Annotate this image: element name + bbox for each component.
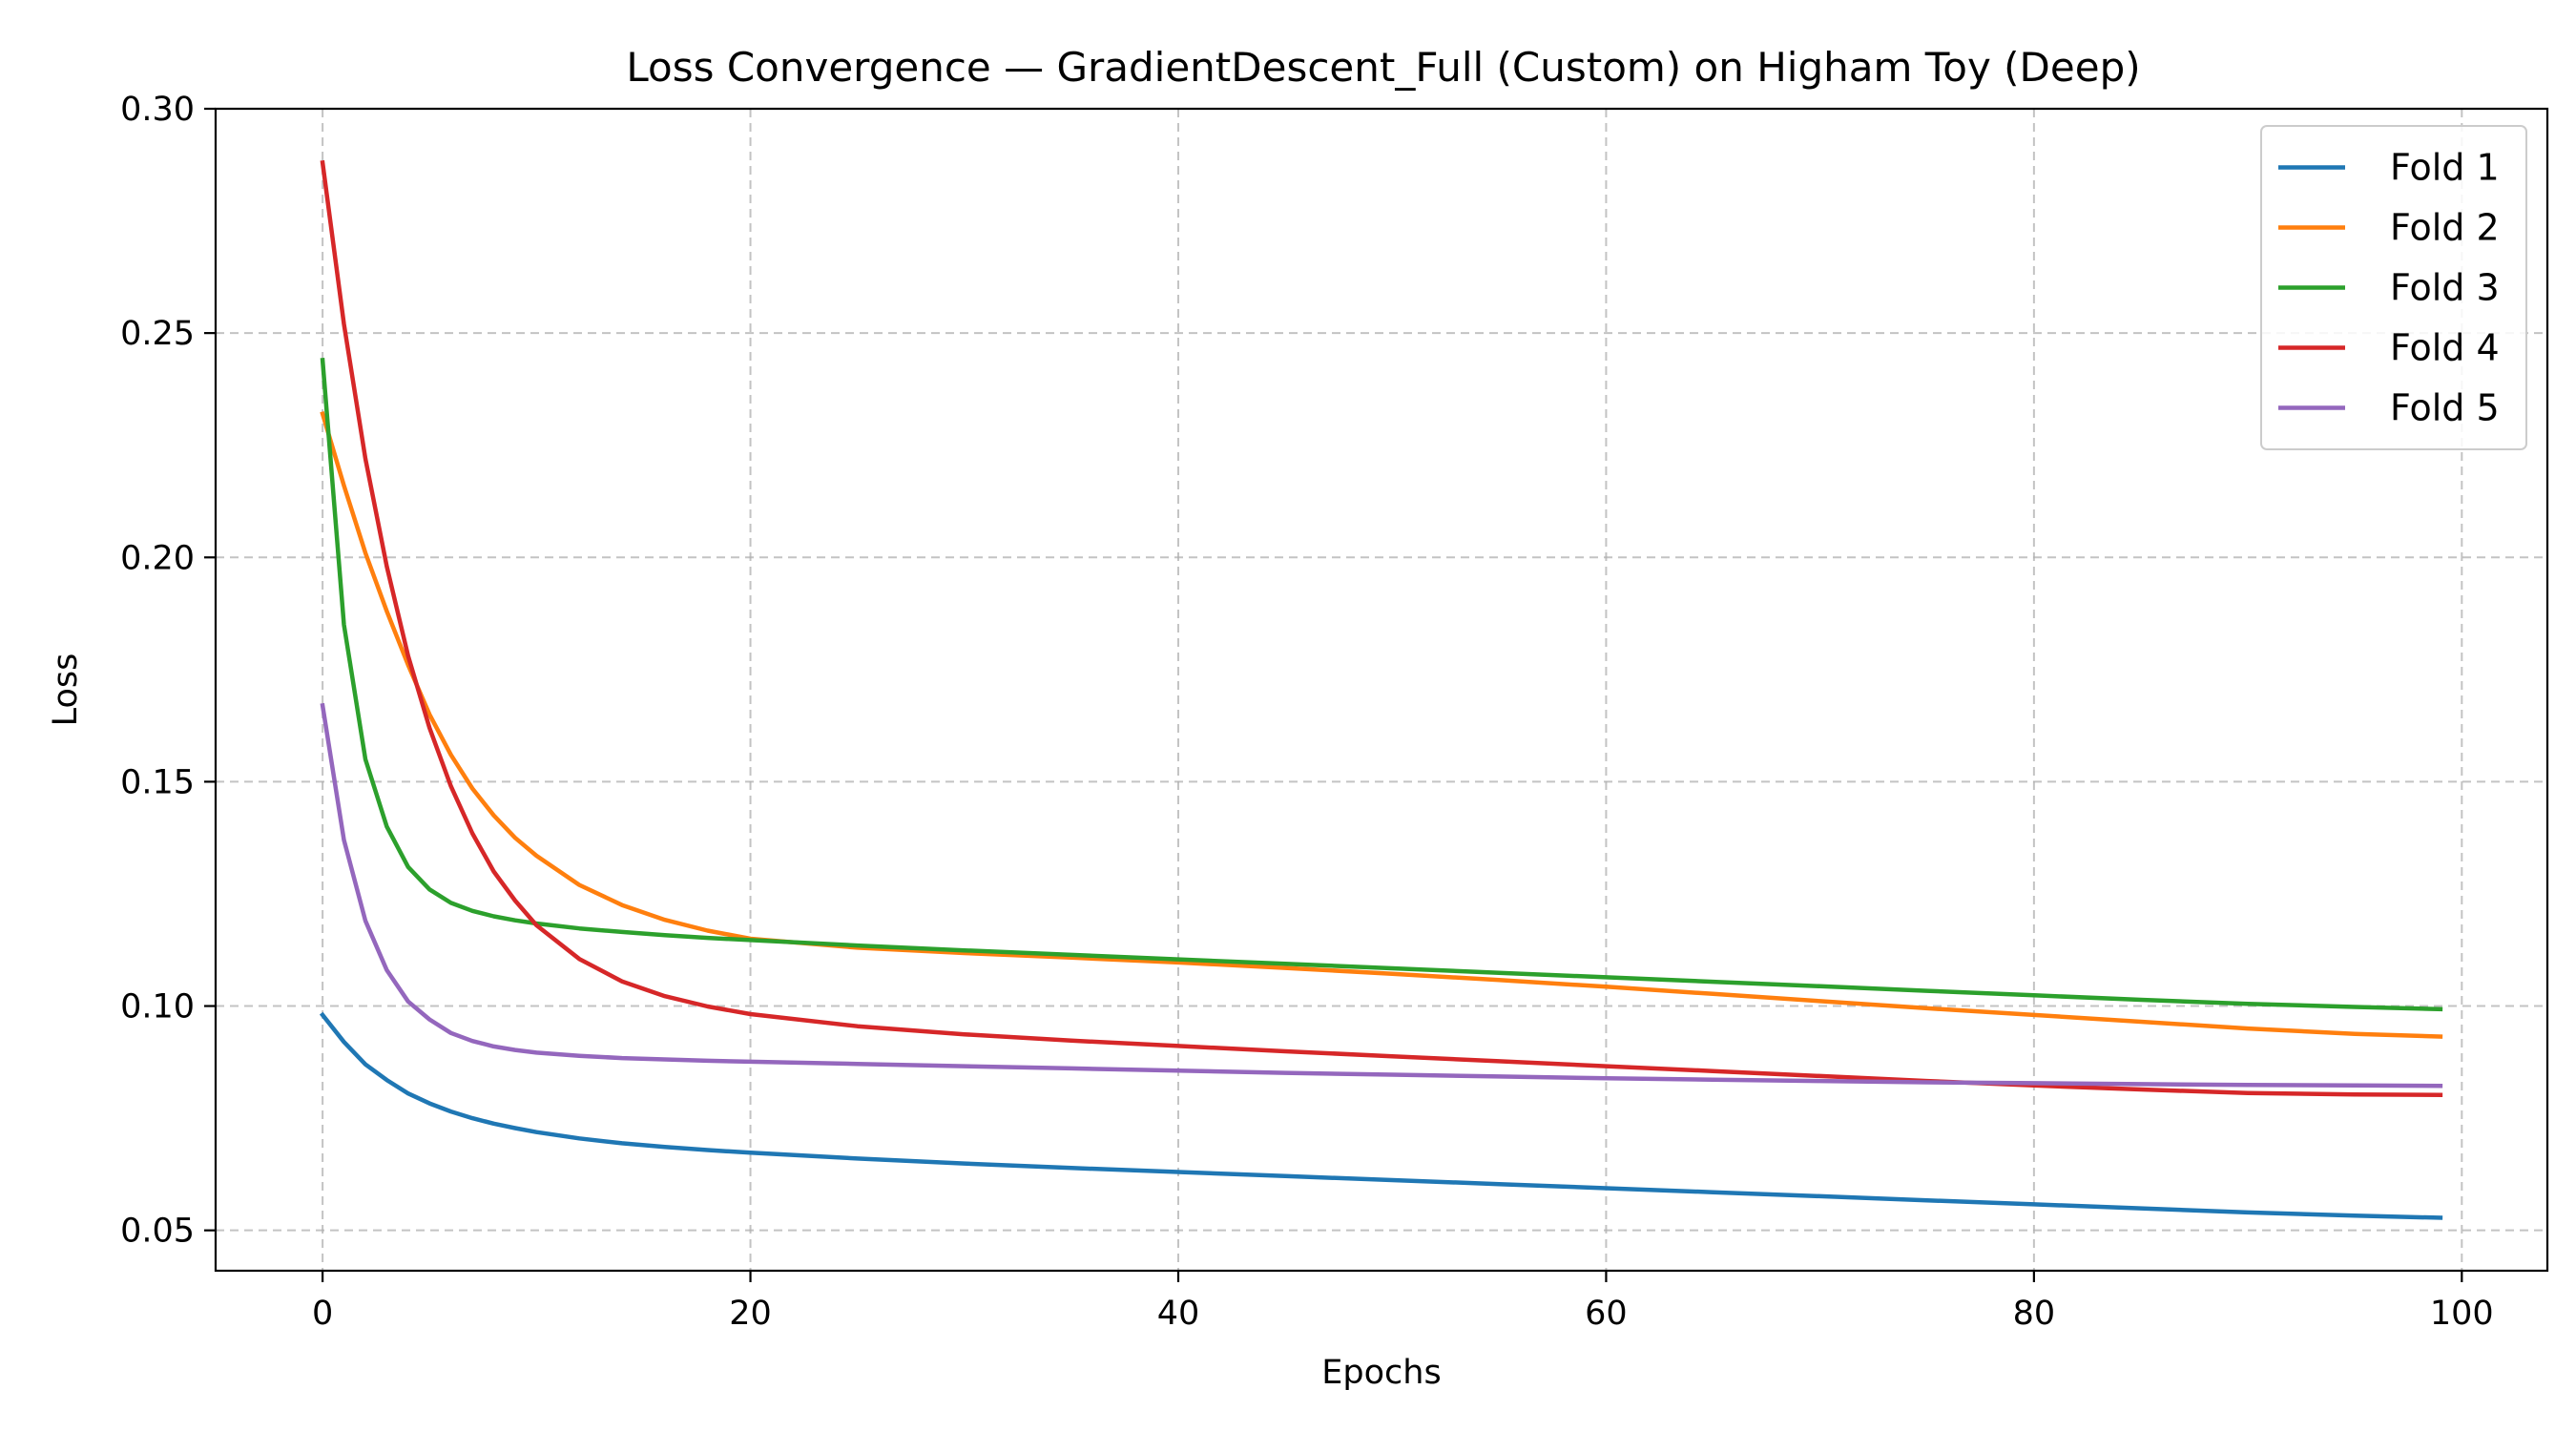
series-line-fold-2 [320,411,2443,1039]
y-axis-label: Loss [47,653,85,727]
legend-label-fold-2: Fold 2 [2390,207,2500,249]
x-tick-label: 80 [2013,1295,2056,1333]
y-tick-label: 0.25 [120,315,195,353]
x-axis-ticks: 0 20 40 60 80 100 [312,1271,2494,1333]
legend-label-fold-1: Fold 1 [2390,147,2500,189]
y-tick-label: 0.15 [120,763,195,801]
legend-label-fold-3: Fold 3 [2390,267,2500,309]
y-tick-label: 0.20 [120,539,195,577]
y-tick-label: 0.10 [120,988,195,1027]
x-axis-label: Epochs [1321,1354,1441,1392]
series-line-fold-4 [320,159,2443,1097]
axes-frame [214,107,2549,1273]
series-line-fold-5 [320,702,2443,1089]
legend-box [2260,125,2527,450]
x-tick-label: 0 [312,1295,333,1333]
x-tick-label: 60 [1585,1295,1628,1333]
x-tick-label: 100 [2430,1295,2494,1333]
legend-label-fold-5: Fold 5 [2390,387,2500,429]
plot-lines [319,159,2443,1220]
y-axis-ticks: 0.05 0.10 0.15 0.20 0.25 0.30 [120,91,216,1251]
y-tick-label: 0.05 [120,1213,195,1251]
legend: Fold 1 Fold 2 Fold 3 Fold 4 Fold 5 [2260,125,2527,450]
x-tick-label: 20 [729,1295,772,1333]
series-line-fold-1 [319,1011,2443,1220]
grid-lines [216,108,2547,1271]
series-line-fold-3 [320,357,2443,1012]
y-tick-label: 0.30 [120,91,195,129]
x-tick-label: 40 [1157,1295,1200,1333]
legend-label-fold-4: Fold 4 [2390,327,2500,369]
chart-title: Loss Convergence — GradientDescent_Full … [626,44,2140,91]
